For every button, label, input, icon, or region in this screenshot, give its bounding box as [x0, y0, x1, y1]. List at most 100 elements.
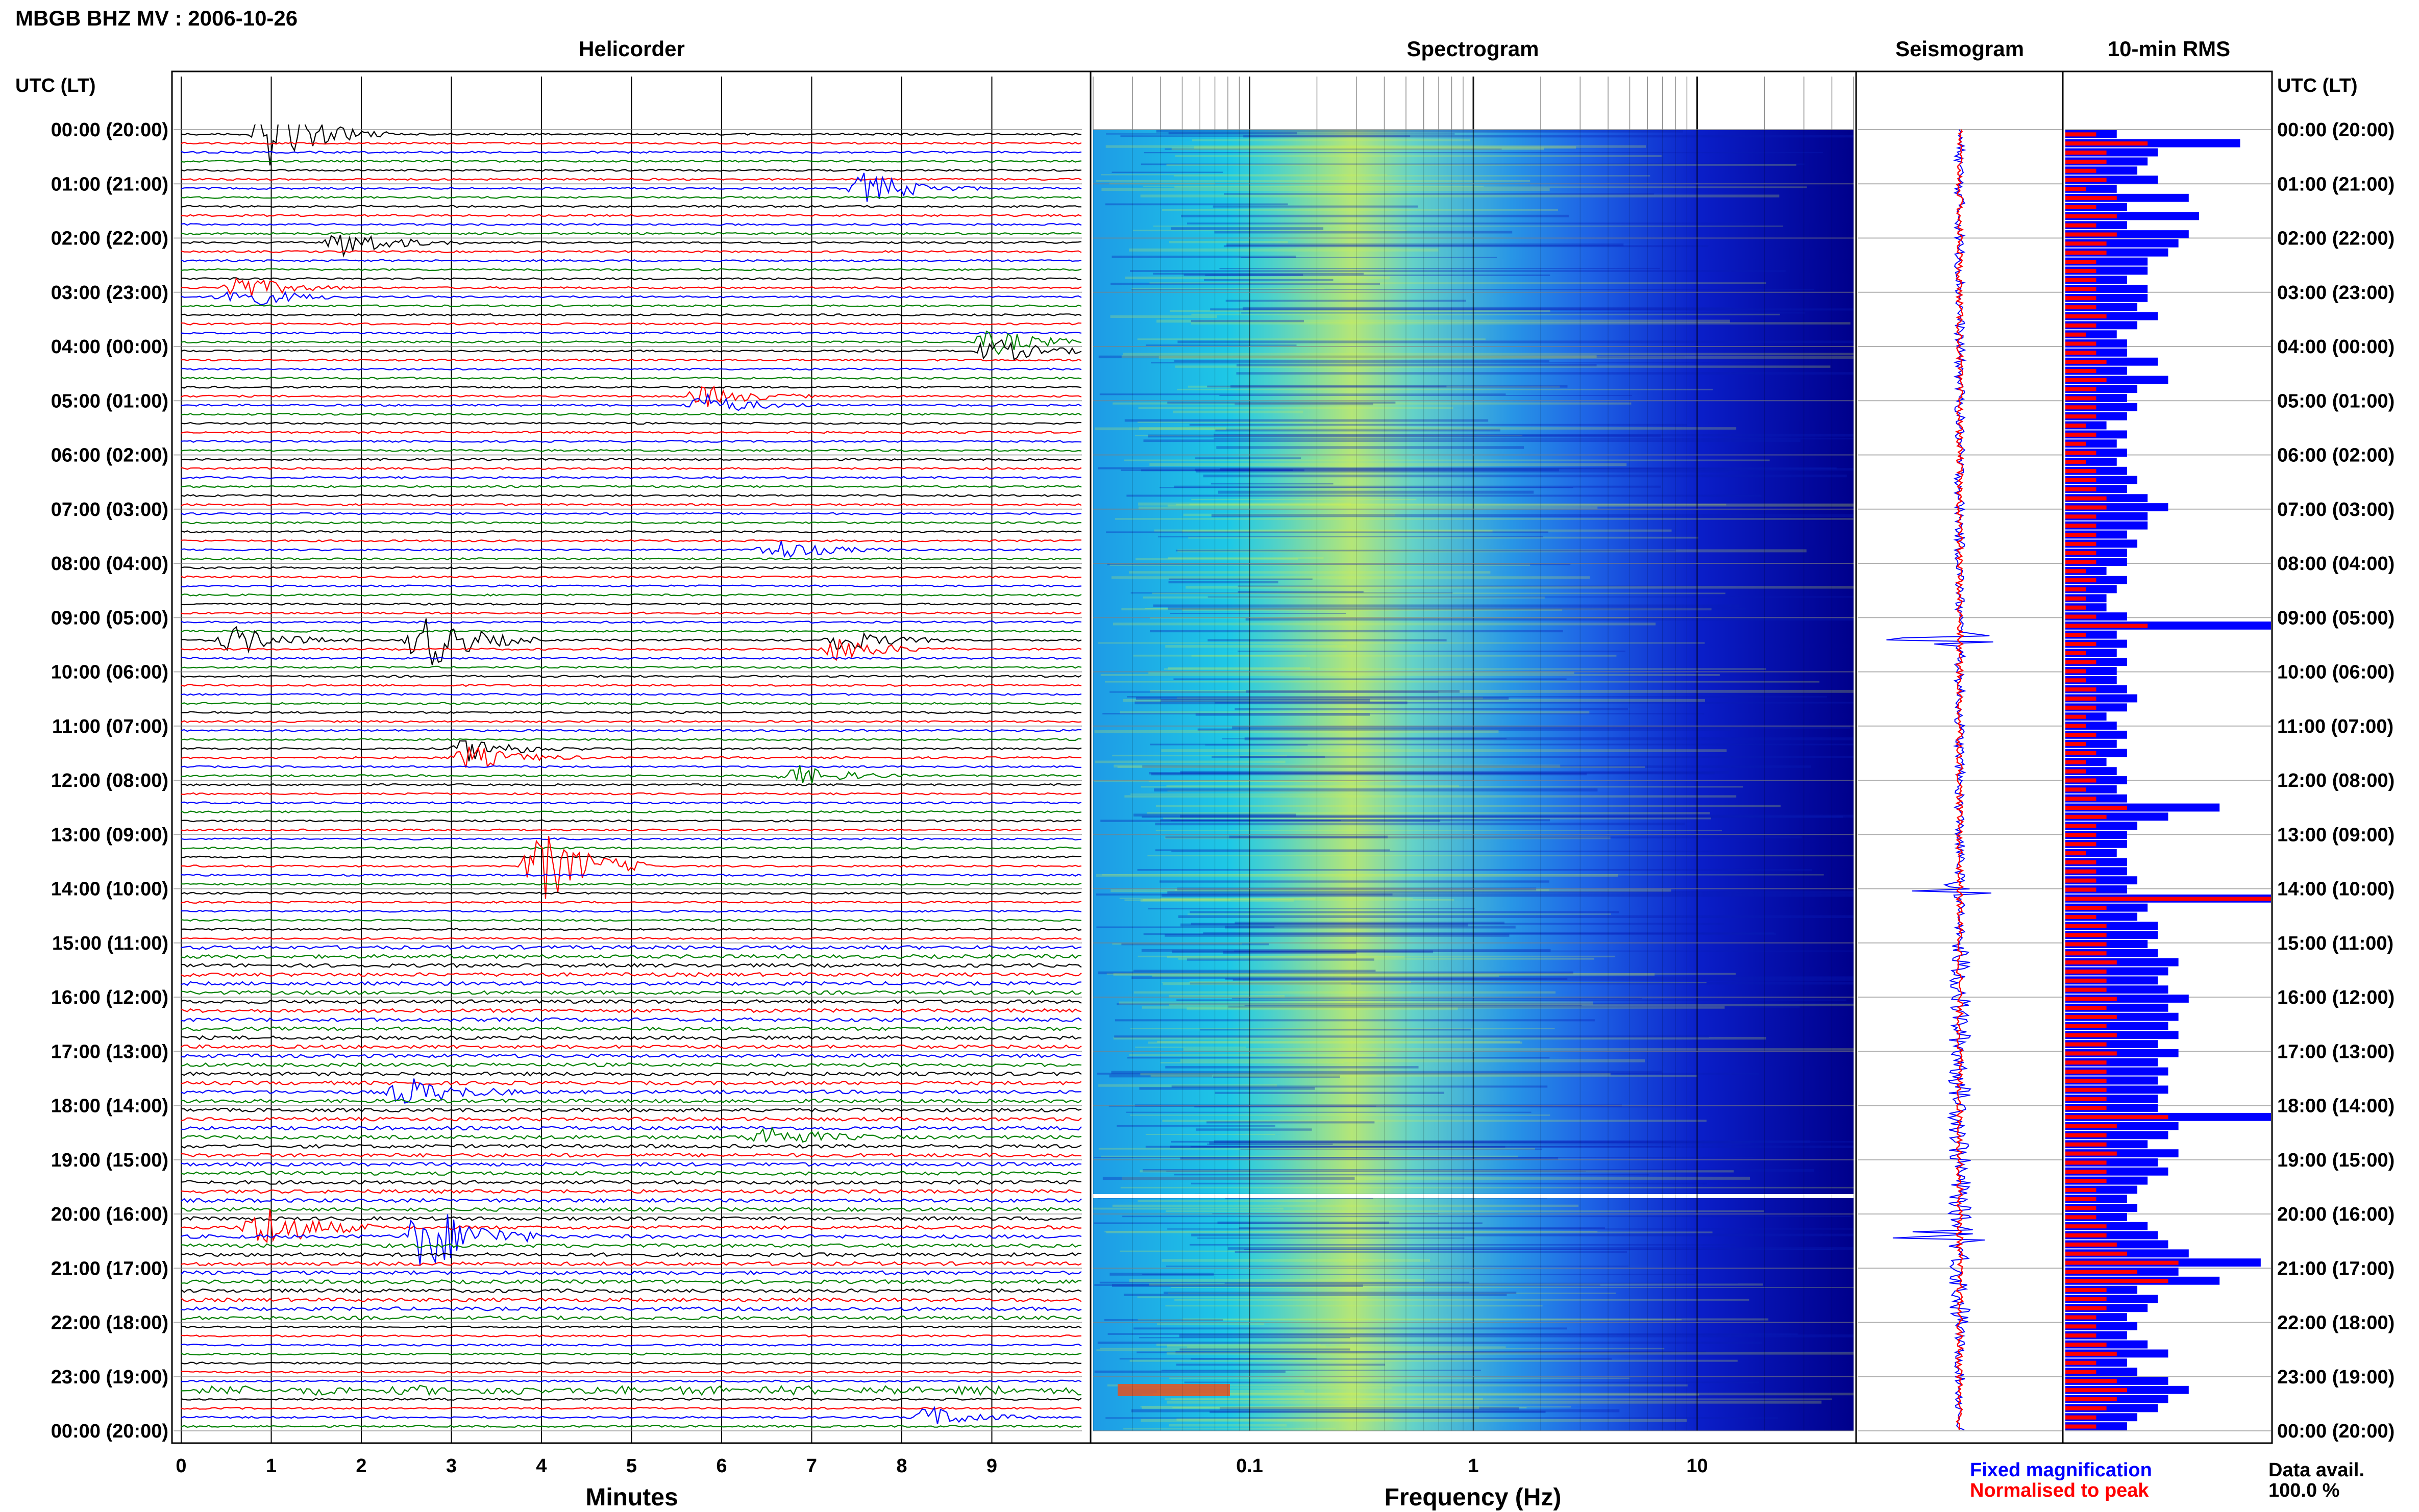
helicorder-traces: [181, 125, 1082, 1428]
spectrogram-streak: [1183, 274, 1303, 276]
spectrogram-streak: [1132, 230, 1406, 232]
spectrogram-streak: [1121, 355, 1597, 358]
spectrogram-streak: [1097, 1342, 1762, 1344]
spectrogram-streak: [1147, 812, 1710, 814]
helicorder-row: [181, 611, 1082, 615]
rms-bar-normalised: [2065, 496, 2107, 501]
spectrogram-streak: [1099, 393, 1506, 395]
spectrogram-streak: [1203, 932, 1774, 934]
rms-bar-normalised: [2065, 897, 2271, 901]
spectrogram-streak: [1171, 1398, 1833, 1400]
rms-bar-normalised: [2065, 1242, 2117, 1247]
spectrogram-streak: [1182, 530, 1493, 533]
time-label-left: 02:00 (22:00): [51, 228, 168, 250]
helicorder-row: [181, 250, 1082, 253]
spectrogram-streak: [1158, 356, 1854, 359]
spectrogram-streak: [1139, 427, 1737, 430]
legend-fixed: Fixed magnification: [1970, 1459, 2152, 1481]
spectrogram-streak: [1238, 650, 1625, 652]
frequency-axis-label: Frequency (Hz): [1385, 1484, 1562, 1511]
spectrogram-streak: [1137, 338, 1486, 340]
spectrogram-streak: [1133, 991, 1556, 994]
helicorder-row: [181, 740, 1082, 762]
helicorder-row: [181, 1153, 1082, 1158]
helicorder-row: [181, 711, 1082, 714]
helicorder-row: [181, 1017, 1082, 1023]
spectrogram-streak: [1194, 146, 1576, 149]
spectrogram-streak: [1113, 1036, 1766, 1040]
time-label-left: 04:00 (00:00): [51, 336, 168, 358]
spectrogram-streak: [1176, 999, 1846, 1001]
minute-tick-label: 1: [266, 1455, 277, 1477]
spectrogram-streak: [1148, 1283, 1763, 1286]
spectrogram-streak: [1100, 820, 1441, 822]
data-avail-label: Data avail.: [2268, 1459, 2364, 1481]
helicorder-row: [181, 1207, 1082, 1212]
helicorder-row: [181, 1270, 1082, 1276]
spectrogram-streak: [1143, 899, 1454, 901]
spectrogram-streak: [1245, 618, 1854, 621]
rms-bar-normalised: [2065, 814, 2107, 819]
helicorder-row: [181, 539, 1082, 542]
spectrogram-streak: [1145, 608, 1398, 609]
spectrogram-streak: [1105, 203, 1288, 206]
rms-bar-normalised: [2065, 842, 2096, 847]
spectrogram-streak: [1123, 699, 1705, 702]
rms-bar-normalised: [2065, 441, 2086, 446]
spectrogram-streak: [1136, 558, 1298, 560]
spectrogram-streak: [1191, 655, 1617, 657]
helicorder-row: [181, 1261, 1082, 1267]
rms-bar-normalised: [2065, 1115, 2168, 1120]
spectrogram-streak: [1157, 1323, 1265, 1325]
spectrogram-streak: [1188, 536, 1698, 539]
spectrogram-streak: [1147, 854, 1854, 857]
spectrogram-streak: [1115, 1019, 1595, 1022]
spectrogram-streak: [1115, 518, 1854, 520]
spectrogram-streak: [1195, 468, 1560, 472]
rms-bar-normalised: [2065, 251, 2107, 255]
helicorder-row: [181, 1343, 1082, 1347]
spectrogram-streak: [1242, 307, 1733, 310]
frequency-ticks: 0.1 1 10: [1236, 1455, 1708, 1477]
helicorder-row: [181, 1279, 1082, 1284]
rms-bar-normalised: [2065, 924, 2107, 928]
spectrogram-streak: [1133, 970, 1376, 972]
spectrogram-streak: [1180, 214, 1569, 217]
spectrogram-streak: [1143, 185, 1484, 187]
helicorder-row: [181, 1026, 1082, 1031]
helicorder-row: [181, 376, 1082, 380]
rms-bar-normalised: [2065, 1351, 2117, 1356]
rms-bar-normalised: [2065, 151, 2107, 155]
spectrogram-streak: [1173, 678, 1567, 680]
spectrogram-streak: [1189, 981, 1411, 983]
rms-bar-normalised: [2065, 323, 2096, 328]
spectrogram-streak: [1141, 469, 1304, 472]
rms-bar-normalised: [2065, 624, 2148, 628]
spectrogram-streak: [1165, 1305, 1543, 1307]
spectrogram-streak: [1244, 1005, 1582, 1006]
rms-bar-normalised: [2065, 651, 2086, 655]
helicorder-row: [181, 873, 1082, 877]
helicorder-row: [181, 901, 1082, 904]
spectrogram-streak: [1142, 1006, 1725, 1009]
spectrogram-streak: [1106, 973, 1736, 975]
spectrogram-streak: [1216, 446, 1524, 449]
spectrogram-streak: [1165, 836, 1611, 839]
helicorder-row: [181, 1306, 1082, 1311]
rms-bar-normalised: [2065, 797, 2096, 801]
spectrogram-streak: [1138, 407, 1453, 409]
spectrogram-streak: [1156, 130, 1683, 133]
spectrogram-streak: [1172, 1406, 1527, 1408]
spectrogram-streak: [1163, 983, 1351, 985]
helicorder-row: [181, 1053, 1082, 1059]
helicorder-row: [181, 792, 1082, 796]
spectrogram-streak: [1095, 427, 1226, 431]
rms-bar-normalised: [2065, 1124, 2117, 1129]
spectrogram-streak: [1128, 571, 1491, 574]
rms-bar-normalised: [2065, 505, 2107, 510]
rms-bar-normalised: [2065, 1060, 2107, 1065]
spectrogram-streak: [1218, 490, 1534, 494]
time-label-right: 09:00 (05:00): [2277, 607, 2395, 629]
rms-bar-normalised: [2065, 1197, 2096, 1201]
spectrogram-streak: [1179, 1348, 1350, 1351]
